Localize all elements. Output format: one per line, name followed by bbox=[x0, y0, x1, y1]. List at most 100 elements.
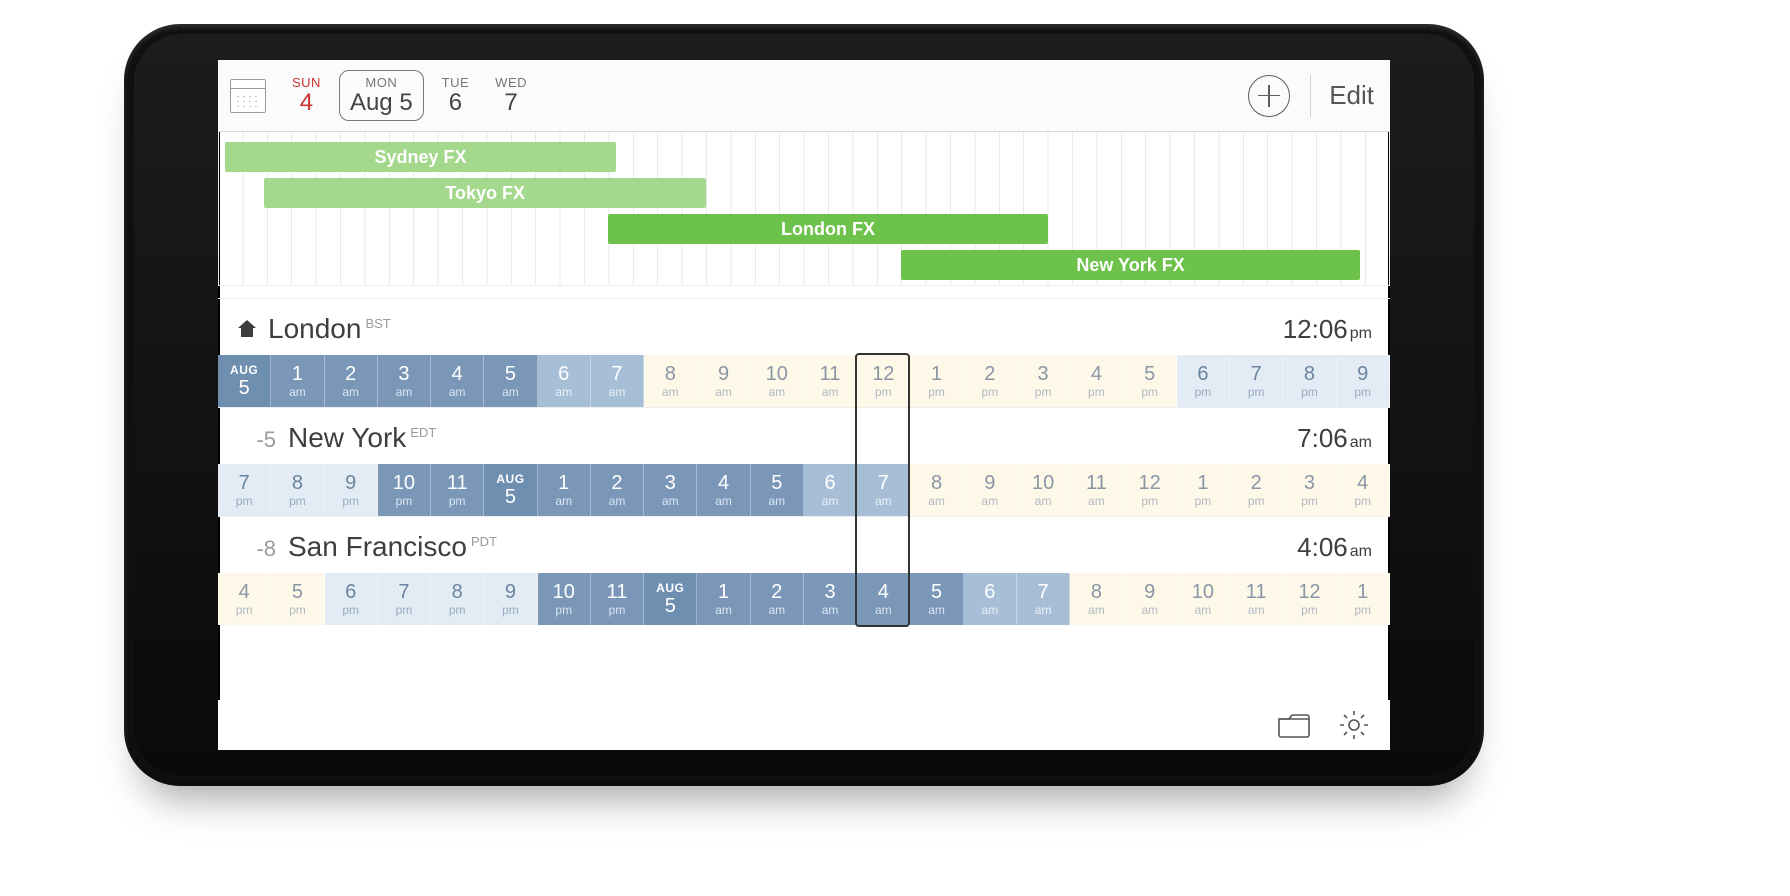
fx-session-bar[interactable]: Tokyo FX bbox=[264, 178, 706, 208]
hour-strip[interactable]: AUG51am2am3am4am5am6am7am8am9am10am11am1… bbox=[218, 355, 1390, 407]
hour-cell[interactable]: 3am bbox=[378, 355, 431, 407]
hour-period: am bbox=[715, 386, 732, 398]
edit-button[interactable]: Edit bbox=[1329, 80, 1374, 111]
hour-cell[interactable]: 9am bbox=[1124, 573, 1177, 625]
hour-period: pm bbox=[1301, 386, 1318, 398]
hour-cell[interactable]: 5am bbox=[751, 464, 804, 516]
hour-cell[interactable]: 2am bbox=[325, 355, 378, 407]
hour-cell[interactable]: 12pm bbox=[857, 355, 910, 407]
hour-cell[interactable]: 1am bbox=[697, 573, 750, 625]
fx-session-bar[interactable]: London FX bbox=[608, 214, 1047, 244]
hour-cell[interactable]: 11pm bbox=[431, 464, 484, 516]
device-frame: SUN4MONAug 5TUE6WED7 Edit Sydney FX Tokyo… bbox=[124, 24, 1484, 786]
hour-cell[interactable]: 7am bbox=[1017, 573, 1070, 625]
hour-cell[interactable]: 8 pm bbox=[1283, 355, 1336, 407]
hour-cell[interactable]: 2am bbox=[591, 464, 644, 516]
city-time: 7:06am bbox=[1297, 423, 1372, 454]
hour-cell[interactable]: 6am bbox=[538, 355, 591, 407]
folder-icon[interactable] bbox=[1274, 705, 1314, 745]
day-tab-mon[interactable]: MONAug 5 bbox=[339, 70, 424, 120]
hour-cell[interactable]: 7pm bbox=[218, 464, 271, 516]
hour-cell[interactable]: 8am bbox=[910, 464, 963, 516]
hour-cell[interactable]: 1pm bbox=[1337, 573, 1390, 625]
hour-cell[interactable]: 9pm bbox=[325, 464, 378, 516]
gear-icon[interactable] bbox=[1334, 705, 1374, 745]
hour-strip[interactable]: 4pm5pm6pm7pm8pm9pm10pm11pmAUG51am2am3am4… bbox=[218, 573, 1390, 625]
hour-number: 4 bbox=[1357, 473, 1368, 493]
hour-cell[interactable]: 2am bbox=[751, 573, 804, 625]
calendar-icon[interactable] bbox=[230, 79, 266, 113]
hour-cell[interactable]: 5pm bbox=[271, 573, 324, 625]
hour-cell[interactable]: 11am bbox=[1070, 464, 1123, 516]
hour-cell[interactable]: 2pm bbox=[1230, 464, 1283, 516]
hour-cell[interactable]: 4am bbox=[697, 464, 750, 516]
hour-cell[interactable]: 7am bbox=[591, 355, 644, 407]
hour-date-cell[interactable]: AUG5 bbox=[218, 355, 271, 407]
hour-cell[interactable]: 8pm bbox=[271, 464, 324, 516]
tz-offset: -5 bbox=[236, 427, 276, 453]
hour-cell[interactable]: 11am bbox=[804, 355, 857, 407]
hour-number: 3 bbox=[1304, 473, 1315, 493]
hour-cell[interactable]: 9am bbox=[697, 355, 750, 407]
hour-number: 7 bbox=[239, 473, 250, 493]
hour-cell[interactable]: 1pm bbox=[910, 355, 963, 407]
fx-session-bar[interactable]: New York FX bbox=[901, 250, 1360, 280]
day-tab-tue[interactable]: TUE6 bbox=[434, 71, 478, 119]
hour-cell[interactable]: 7am bbox=[857, 464, 910, 516]
hour-cell[interactable]: 3am bbox=[644, 464, 697, 516]
hour-cell[interactable]: 7pm bbox=[1230, 355, 1283, 407]
hour-cell[interactable]: 3am bbox=[804, 573, 857, 625]
hour-cell[interactable]: 8pm bbox=[431, 573, 484, 625]
hour-cell[interactable]: 10am bbox=[1177, 573, 1230, 625]
hour-cell[interactable]: 6pm bbox=[325, 573, 378, 625]
day-tab-sun[interactable]: SUN4 bbox=[284, 71, 329, 119]
hour-cell[interactable]: 10am bbox=[751, 355, 804, 407]
hour-cell[interactable]: 11am bbox=[1230, 573, 1283, 625]
hour-cell[interactable]: 3pm bbox=[1283, 464, 1336, 516]
hour-date-cell[interactable]: AUG5 bbox=[644, 573, 697, 625]
hour-cell[interactable]: 6pm bbox=[1177, 355, 1230, 407]
hour-cell[interactable]: 4pm bbox=[1337, 464, 1390, 516]
hour-cell[interactable]: 10pm bbox=[538, 573, 591, 625]
hour-date-day: 5 bbox=[665, 596, 676, 616]
add-button[interactable] bbox=[1248, 75, 1290, 117]
hour-cell[interactable]: 4pm bbox=[1070, 355, 1123, 407]
hour-date-cell[interactable]: AUG5 bbox=[484, 464, 537, 516]
tz-abbr: EDT bbox=[410, 425, 436, 440]
hour-cell[interactable]: 12pm bbox=[1283, 573, 1336, 625]
day-tab-wed[interactable]: WED7 bbox=[487, 71, 535, 119]
fx-session-label: New York FX bbox=[1076, 255, 1184, 276]
hour-cell[interactable]: 5pm bbox=[1124, 355, 1177, 407]
hour-cell[interactable]: 11pm bbox=[591, 573, 644, 625]
hour-cell[interactable]: 9pm bbox=[484, 573, 537, 625]
hour-cell[interactable]: 6am bbox=[964, 573, 1017, 625]
hour-cell[interactable]: 3pm bbox=[1017, 355, 1070, 407]
hour-cell[interactable]: 8am bbox=[1070, 573, 1123, 625]
hour-cell[interactable]: 1pm bbox=[1177, 464, 1230, 516]
hour-strip[interactable]: 7pm8pm9pm10pm11pmAUG51am2am3am4am5am6am7… bbox=[218, 464, 1390, 516]
hour-cell[interactable]: 6am bbox=[804, 464, 857, 516]
hour-cell[interactable]: 10am bbox=[1017, 464, 1070, 516]
hour-cell[interactable]: 5am bbox=[910, 573, 963, 625]
hour-cell[interactable]: 1am bbox=[538, 464, 591, 516]
hour-number: 10 bbox=[553, 582, 575, 602]
hour-period: pm bbox=[289, 604, 306, 616]
hour-number: 9 bbox=[345, 473, 356, 493]
hour-cell[interactable]: 1am bbox=[271, 355, 324, 407]
hour-cell[interactable]: 7pm bbox=[378, 573, 431, 625]
hour-cell[interactable]: 10pm bbox=[378, 464, 431, 516]
hour-number: 2 bbox=[345, 364, 356, 384]
hour-number: 8 bbox=[1304, 364, 1315, 384]
hour-cell[interactable]: 8am bbox=[644, 355, 697, 407]
hour-cell[interactable]: 4am bbox=[857, 573, 910, 625]
hour-cell[interactable]: 4pm bbox=[218, 573, 271, 625]
hour-cell[interactable]: 4am bbox=[431, 355, 484, 407]
hour-cell[interactable]: 9am bbox=[964, 464, 1017, 516]
hour-cell[interactable]: 2pm bbox=[964, 355, 1017, 407]
hour-cell[interactable]: 9pm bbox=[1337, 355, 1390, 407]
hour-cell[interactable]: 5am bbox=[484, 355, 537, 407]
hour-period: am bbox=[289, 386, 306, 398]
hour-cell[interactable]: 12pm bbox=[1124, 464, 1177, 516]
city-row: LondonBST12:06pmAUG51am2am3am4am5am6am7a… bbox=[218, 298, 1390, 407]
fx-session-bar[interactable]: Sydney FX bbox=[225, 142, 615, 172]
